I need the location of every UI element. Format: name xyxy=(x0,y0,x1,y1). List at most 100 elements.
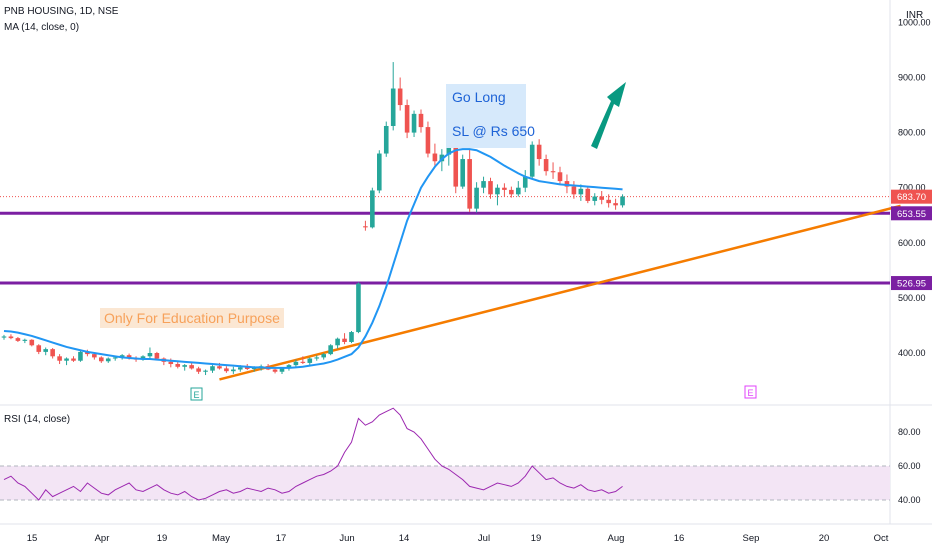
candle-body xyxy=(168,361,174,365)
up-arrow xyxy=(591,82,626,149)
moving-average-line xyxy=(3,148,623,369)
rsi-tick-label: 40.00 xyxy=(898,495,921,505)
stop-loss-text: SL @ Rs 650 xyxy=(452,123,535,139)
candle-body xyxy=(453,141,459,187)
candle-body xyxy=(460,159,465,187)
candle-body xyxy=(335,338,340,346)
candle-body xyxy=(578,188,584,195)
candle-body xyxy=(418,113,424,128)
candle-body xyxy=(307,358,313,363)
candle-body xyxy=(536,144,542,160)
candle-body xyxy=(467,159,472,209)
candle-body xyxy=(154,353,160,359)
candle-body xyxy=(43,349,48,352)
candle-body xyxy=(522,176,528,188)
candle-body xyxy=(342,338,347,342)
candle-body xyxy=(126,355,132,359)
candle-body xyxy=(411,113,417,133)
time-tick-label: Apr xyxy=(95,533,110,544)
candle-body xyxy=(432,153,438,162)
time-tick-label: 16 xyxy=(674,533,685,544)
rsi-tick-label: 80.00 xyxy=(898,427,921,437)
rsi-band xyxy=(0,466,890,500)
candle-body xyxy=(147,353,153,357)
candle-body xyxy=(300,361,306,363)
time-tick-label: 14 xyxy=(399,533,410,544)
candle-body xyxy=(321,354,326,358)
candle-body xyxy=(495,187,500,195)
candle-body xyxy=(1,336,7,338)
price-tick-label: 900.00 xyxy=(898,73,926,83)
candle-body xyxy=(404,105,410,133)
candle-body xyxy=(383,125,389,154)
rsi-indicator-label[interactable]: RSI (14, close) xyxy=(4,414,71,425)
price-tag xyxy=(891,276,932,291)
candle-body xyxy=(543,159,549,172)
education-note: Only For Education Purpose xyxy=(100,308,284,328)
candle-body xyxy=(50,349,55,357)
candle-body xyxy=(119,355,125,358)
ma-indicator-label[interactable]: MA (14, close, 0) xyxy=(4,22,80,33)
candle-body xyxy=(182,365,187,367)
candle-body xyxy=(78,351,83,361)
candle-body xyxy=(397,88,403,106)
candle-body xyxy=(238,367,243,370)
earnings-marker xyxy=(190,387,203,401)
rsi-tick-label: 60.00 xyxy=(898,461,921,471)
candle-body xyxy=(29,339,35,346)
price-tick-label: 1000.00 xyxy=(898,17,931,27)
price-tag xyxy=(891,206,932,221)
candle-body xyxy=(99,357,104,362)
currency-label: INR xyxy=(906,10,924,21)
candle-body xyxy=(36,345,42,352)
candle-body xyxy=(231,369,236,372)
candle-body xyxy=(140,356,146,360)
symbol-title: PNB HOUSING, 1D, NSE xyxy=(4,6,119,17)
price-tick-label: 700.00 xyxy=(898,183,926,193)
candle-body xyxy=(606,199,611,204)
time-tick-label: Jun xyxy=(339,533,354,544)
candle-body xyxy=(210,366,215,371)
candle-body xyxy=(377,153,382,191)
candle-body xyxy=(613,203,618,206)
candle-body xyxy=(356,283,361,333)
candle-body xyxy=(481,181,486,188)
candle-body xyxy=(599,196,604,200)
time-tick-label: Aug xyxy=(608,533,625,544)
earnings-marker xyxy=(744,385,757,399)
candle-body xyxy=(557,172,563,182)
candle-body xyxy=(488,181,493,195)
candle-body xyxy=(474,187,479,209)
candle-body xyxy=(620,196,625,206)
candle-body xyxy=(390,88,396,126)
time-tick-label: Jul xyxy=(478,533,490,544)
earnings-marker-label: E xyxy=(194,390,200,400)
candle-body xyxy=(217,366,222,369)
trendline xyxy=(219,204,901,381)
candle-body xyxy=(189,365,194,369)
candle-body xyxy=(112,357,118,359)
candle-body xyxy=(349,332,354,342)
time-tick-label: 20 xyxy=(819,533,830,544)
candle-body xyxy=(446,141,452,155)
candle-body xyxy=(8,336,14,339)
candle-body xyxy=(279,368,285,372)
candle-body xyxy=(529,144,535,177)
candle-body xyxy=(251,367,257,369)
time-tick-label: May xyxy=(212,533,230,544)
candle-body xyxy=(564,181,570,187)
go-long-text: Go Long xyxy=(452,89,506,105)
candle-body xyxy=(592,196,598,201)
time-tick-label: 17 xyxy=(276,533,287,544)
candle-body xyxy=(175,364,181,367)
candle-body xyxy=(22,339,28,341)
price-tick-label: 800.00 xyxy=(898,128,926,138)
candle-body xyxy=(105,358,111,362)
candle-body xyxy=(363,226,368,228)
candle-body xyxy=(224,368,229,372)
candle-body xyxy=(196,368,201,372)
price-tag-label: 683.70 xyxy=(897,192,926,203)
go-long-note xyxy=(446,84,526,148)
candle-body xyxy=(293,361,299,366)
